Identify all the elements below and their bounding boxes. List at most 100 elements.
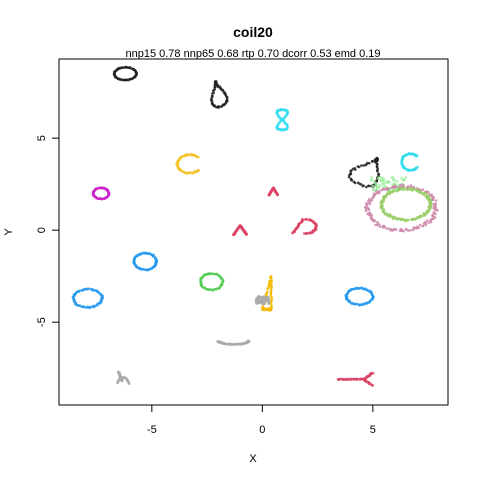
data-point (417, 189, 421, 193)
data-point (406, 218, 410, 222)
data-point (411, 228, 415, 232)
data-point (210, 101, 214, 105)
data-point (414, 217, 418, 220)
data-point (134, 70, 137, 74)
cluster-group (336, 371, 375, 387)
cluster-group (231, 224, 248, 236)
data-point (391, 176, 394, 179)
data-point (381, 201, 385, 204)
data-point (427, 206, 430, 209)
data-point (370, 179, 373, 182)
y-axis-label: Y (3, 228, 15, 236)
data-point (426, 193, 429, 197)
data-point (364, 207, 368, 211)
data-point (367, 184, 370, 188)
x-axis: -5 0 5 (147, 404, 376, 436)
data-point (368, 197, 371, 201)
data-point (89, 305, 92, 309)
data-point (82, 305, 86, 309)
cluster-group (347, 156, 381, 189)
data-point (353, 167, 357, 170)
data-point (357, 165, 361, 169)
data-point (376, 163, 379, 166)
data-point (402, 178, 405, 182)
data-point (407, 229, 410, 232)
data-point (361, 184, 365, 188)
data-point (93, 304, 97, 308)
data-point (431, 213, 434, 217)
data-point (388, 192, 392, 195)
data-point (123, 66, 126, 69)
data-point (432, 210, 436, 214)
data-point (371, 159, 374, 163)
data-point (402, 183, 405, 187)
data-point (382, 185, 385, 189)
data-point (367, 208, 371, 212)
data-point (371, 296, 375, 299)
data-point (212, 91, 215, 95)
data-point (225, 96, 229, 100)
data-point (261, 308, 264, 312)
data-point (258, 301, 261, 304)
plot-frame (58, 58, 449, 406)
data-point (360, 303, 364, 307)
cluster-group (175, 153, 200, 175)
data-point (259, 296, 262, 300)
data-point (100, 297, 103, 301)
data-point (221, 280, 225, 284)
data-point (425, 221, 428, 225)
data-point (371, 196, 374, 200)
data-point (155, 260, 159, 264)
x-tick-label: 5 (370, 424, 376, 436)
chart-subtitle: nnp15 0.78 nnp65 0.68 rtp 0.70 dcorr 0.5… (125, 48, 380, 60)
data-point (394, 228, 398, 231)
data-point (370, 198, 374, 202)
data-point (245, 233, 248, 236)
cluster-group (267, 186, 279, 197)
data-point (392, 178, 396, 181)
data-point (426, 197, 429, 201)
data-point (221, 89, 225, 93)
data-point (307, 218, 310, 222)
data-point (196, 168, 200, 172)
cluster-group (91, 186, 111, 201)
chart-title: coil20 (233, 24, 273, 40)
data-point (214, 80, 218, 84)
data-point (385, 227, 389, 230)
cluster-group (116, 370, 131, 386)
data-point (372, 188, 375, 191)
data-point (362, 164, 365, 167)
data-point (370, 176, 374, 179)
data-point (216, 340, 220, 343)
data-point (364, 209, 368, 213)
data-point (368, 289, 372, 293)
data-point (352, 180, 356, 184)
data-point (395, 189, 398, 193)
data-point (262, 305, 265, 309)
data-point (349, 177, 353, 181)
data-point (280, 107, 283, 111)
data-point (434, 202, 438, 206)
data-point (350, 169, 353, 172)
data-point (400, 227, 403, 231)
data-point (377, 186, 381, 189)
data-point (378, 183, 382, 187)
data-point (375, 179, 379, 183)
cluster-group (132, 251, 159, 272)
data-point (411, 217, 415, 221)
data-point (424, 192, 428, 195)
data-point (354, 302, 358, 306)
data-point (412, 226, 416, 229)
data-point (376, 170, 379, 173)
data-point (378, 225, 382, 228)
data-point (433, 216, 437, 219)
data-point (372, 180, 376, 183)
data-point (369, 371, 373, 375)
data-point (210, 94, 214, 98)
y-tick-label: 5 (36, 135, 48, 141)
data-point (390, 186, 393, 190)
data-point (397, 217, 401, 221)
data-point (380, 188, 384, 192)
data-point (383, 181, 386, 184)
